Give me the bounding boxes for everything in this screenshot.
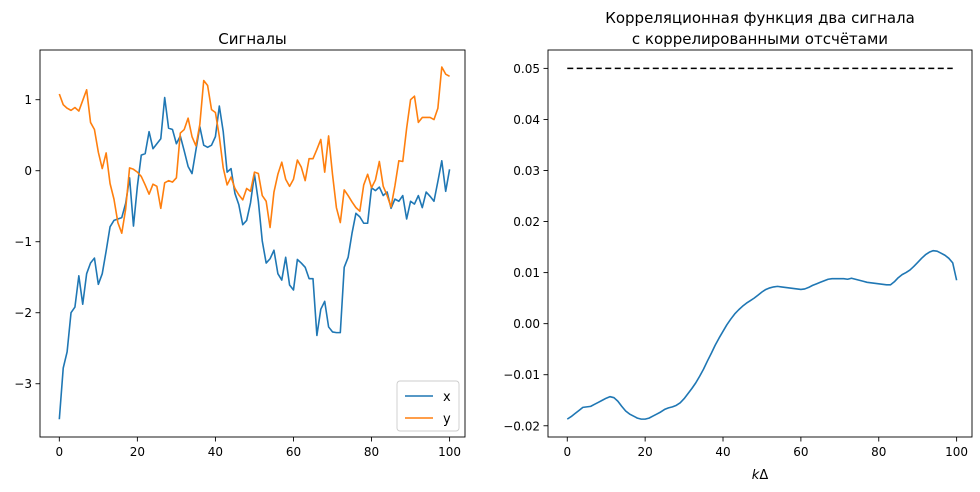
signals-x-tick-label: 20 bbox=[130, 445, 145, 459]
signals-series-lines bbox=[58, 66, 451, 420]
correlation-chart: Корреляционная функция два сигнала с кор… bbox=[503, 9, 973, 483]
signals-x-tick-label: 40 bbox=[208, 445, 223, 459]
correlation-y-tick-label: −0.02 bbox=[503, 419, 540, 433]
x-label-k: k bbox=[752, 468, 760, 483]
signals-y-tick-label: −3 bbox=[14, 377, 32, 391]
signals-x-tick-label: 80 bbox=[364, 445, 379, 459]
correlation-x-tick-label: 0 bbox=[563, 445, 571, 459]
signals-series-line-y bbox=[58, 66, 450, 234]
signals-y-tick-label: −1 bbox=[14, 235, 32, 249]
signals-x-tick-label: 0 bbox=[55, 445, 63, 459]
signals-y-tick-label: −2 bbox=[14, 306, 32, 320]
correlation-x-tick-label: 80 bbox=[871, 445, 886, 459]
correlation-series-line-0 bbox=[566, 249, 958, 420]
correlation-x-tick-label: 100 bbox=[945, 445, 968, 459]
signals-chart-title: Сигналы bbox=[218, 30, 287, 48]
correlation-y-tick-label: 0.02 bbox=[513, 215, 540, 229]
correlation-y-tick-label: 0.04 bbox=[513, 113, 540, 127]
signals-y-tick-label: 0 bbox=[24, 164, 32, 178]
x-label-delta: Δ bbox=[759, 468, 768, 483]
correlation-x-ticks: 0 20 40 60 80 100 bbox=[563, 437, 968, 459]
signals-x-ticks: 0 20 40 60 80 100 bbox=[55, 437, 461, 459]
signals-x-tick-label: 60 bbox=[286, 445, 301, 459]
correlation-plot-frame bbox=[547, 49, 973, 438]
correlation-x-tick-label: 40 bbox=[715, 445, 730, 459]
correlation-series-lines bbox=[566, 249, 958, 420]
correlation-chart-title-line-2: с коррелированными отсчётами bbox=[632, 30, 888, 48]
correlation-x-axis-label: kΔ bbox=[752, 468, 769, 483]
correlation-x-tick-label: 60 bbox=[793, 445, 808, 459]
legend-label-x: x bbox=[443, 390, 451, 405]
legend-label-y: y bbox=[443, 412, 451, 427]
correlation-y-tick-label: 0.05 bbox=[513, 62, 540, 76]
signals-plot-frame bbox=[39, 49, 466, 438]
correlation-x-tick-label: 20 bbox=[638, 445, 653, 459]
correlation-y-tick-label: 0.01 bbox=[513, 266, 540, 280]
signals-chart: Сигналы 0 20 40 60 80 100 −3 −2 −1 0 1 x y bbox=[14, 30, 466, 459]
correlation-y-ticks: −0.02 −0.01 0.00 0.01 0.02 0.03 0.04 0.05 bbox=[503, 62, 548, 433]
signals-legend: x y bbox=[396, 380, 460, 432]
correlation-y-tick-label: −0.01 bbox=[503, 368, 540, 382]
signals-x-tick-label: 100 bbox=[438, 445, 461, 459]
correlation-chart-title-line-1: Корреляционная функция два сигнала bbox=[605, 9, 915, 27]
correlation-y-tick-label: 0.03 bbox=[513, 164, 540, 178]
signals-y-ticks: −3 −2 −1 0 1 bbox=[14, 93, 40, 391]
signals-y-tick-label: 1 bbox=[24, 93, 32, 107]
correlation-y-tick-label: 0.00 bbox=[513, 317, 540, 331]
